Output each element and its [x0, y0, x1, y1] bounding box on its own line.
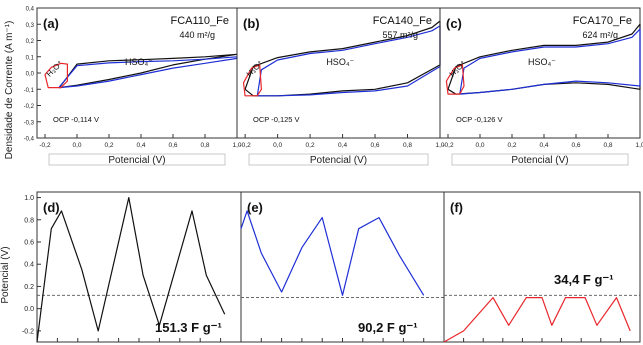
capacitance-label: 90,2 F g⁻¹: [358, 320, 418, 335]
y-tick-label: -0,1: [24, 88, 35, 94]
panel-c: -0,2 0,0 0,2 0,4 0,6 0,8 1,0 Potencial (V) (c) FC…: [439, 7, 643, 166]
panel-a: -0,4 -0,3 -0,2 -0,1 0,0 0,1 0,2 0,3 0,4 -0,2 0,0 0,…: [24, 7, 242, 167]
panel-label: (c): [446, 16, 462, 31]
y-tick-label: -0,2: [24, 104, 35, 110]
panel-subtitle: 557 m²/g: [382, 30, 418, 40]
x-tick-label: 0,8: [200, 142, 209, 149]
y-tick-label: 0,2: [26, 39, 35, 45]
y-tick-label: 0,3: [26, 23, 35, 29]
x-tick-label: 0,4: [338, 142, 347, 149]
ocp-label: OCP -0,126 V: [456, 115, 503, 124]
ocp-label: OCP -0,125 V: [253, 115, 300, 124]
y-tick-label: 0,1: [26, 55, 35, 61]
h3o-label: H₃O⁺: [45, 59, 65, 79]
panel-subtitle: 440 m²/g: [179, 30, 215, 40]
h3o-label: H₃O⁺: [448, 59, 468, 79]
x-tick-label: 0,2: [104, 142, 113, 149]
y-tick-label: 0.8: [24, 217, 34, 224]
panel-subtitle: 624 m²/g: [582, 30, 618, 40]
panel-label: (b): [243, 16, 260, 31]
series-line: [445, 64, 465, 95]
series-line: [36, 197, 226, 343]
x-tick-label: 0,8: [603, 142, 612, 149]
x-tick-label: 0,0: [475, 142, 484, 149]
y-tick-label: 0.0: [24, 306, 34, 313]
panel-label: (f): [450, 200, 463, 215]
x-tick-label: 0,8: [403, 142, 412, 149]
panel-title: FCA140_Fe: [373, 15, 432, 27]
panel-d: -0.2 0.0 0.2 0.4 0.6 0.8 1.0 (d) 151.3 F g⁻¹: [22, 191, 242, 343]
capacitance-label: 34,4 F g⁻¹: [554, 272, 614, 287]
y-tick-label: 1.0: [24, 195, 34, 202]
panel-e: (e) 90,2 F g⁻¹: [240, 191, 445, 343]
x-tick-label: 0,6: [571, 142, 580, 149]
series-line: [44, 62, 68, 89]
hso4-label: HSO₄⁻: [528, 57, 556, 67]
y-tick-label: 0,0: [26, 72, 35, 78]
x-tick-label: -0,2: [39, 142, 51, 149]
panel-label: (d): [43, 200, 60, 215]
x-tick-label: 1,0: [435, 142, 444, 149]
series-line: [256, 25, 441, 97]
y-tick-label: 0.4: [24, 262, 34, 269]
x-tick-label: 0,6: [168, 142, 177, 149]
y-tick-label: -0.2: [22, 328, 34, 335]
panel-label: (e): [247, 200, 263, 215]
panel-b: -0,2 0,0 0,2 0,4 0,6 0,8 1,0 Potencial (V) (b) FC…: [236, 7, 445, 166]
x-tick-label: -0,2: [240, 142, 252, 149]
series-line: [240, 210, 425, 296]
y-tick-label: 0.2: [24, 284, 34, 291]
x-tick-label: 0,0: [273, 142, 282, 149]
x-tick-label: 0,4: [136, 142, 145, 149]
x-tick-label: 0,4: [539, 142, 548, 149]
x-tick-label: 0,2: [507, 142, 516, 149]
x-tick-label: 1,0: [232, 142, 241, 149]
capacitance-label: 151.3 F g⁻¹: [155, 320, 222, 335]
x-tick-label: 0,0: [72, 142, 81, 149]
bottom-y-axis-label: Potencial (V): [0, 246, 11, 303]
x-tick-label: -0,2: [442, 142, 454, 149]
x-tick-label: 1,0: [635, 142, 643, 149]
y-tick-label: 0,4: [26, 7, 35, 13]
x-tick-label: 0,6: [371, 142, 380, 149]
y-tick-label: 0.6: [24, 240, 34, 247]
series-line: [443, 297, 631, 343]
top-y-axis-label: Densidade de Corrente (A m⁻¹): [4, 21, 15, 160]
panel-title: FCA110_Fe: [171, 15, 230, 27]
x-axis-label: Potencial (V): [511, 155, 568, 166]
panel-label: (a): [43, 16, 59, 31]
ocp-label: OCP -0,114 V: [53, 115, 99, 124]
x-axis-label-box: [248, 153, 429, 166]
y-tick-label: -0,4: [24, 137, 35, 143]
y-tick-label: -0,3: [24, 120, 35, 126]
x-axis-label-box: [48, 153, 226, 166]
x-axis-label-box: [451, 153, 629, 166]
hso4-label: HSO₄⁻: [125, 57, 153, 67]
panel-title: FCA170_Fe: [573, 15, 632, 27]
series-line: [459, 28, 641, 95]
x-tick-label: 0,2: [306, 142, 315, 149]
x-axis-label: Potencial (V): [310, 155, 367, 166]
series-line: [242, 64, 262, 97]
h3o-label: H₃O⁺: [245, 59, 265, 79]
hso4-label: HSO₄⁻: [326, 57, 354, 67]
panel-f: (f) 34,4 F g⁻¹: [443, 191, 641, 343]
x-axis-label: Potencial (V): [108, 155, 165, 166]
